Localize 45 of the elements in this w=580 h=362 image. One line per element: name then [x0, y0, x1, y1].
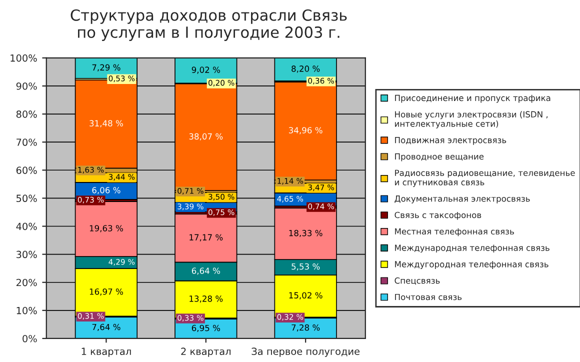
- data-label: 13,28 %: [190, 296, 223, 303]
- legend-label: Почтовая связь: [395, 294, 462, 300]
- x-tick-label: За первое полугодие: [252, 348, 360, 357]
- legend-label: Проводное вещание: [395, 153, 484, 162]
- y-tick-label: 40%: [16, 222, 37, 230]
- chart-title: Структура доходов отрасли Связь по услугам в I полугодие 2003 г.: [70, 9, 347, 41]
- y-tick-label: 90%: [16, 82, 37, 90]
- x-tick-label: 2 квартал: [181, 348, 231, 357]
- data-label: 7,29 %: [92, 64, 120, 72]
- y-tick-label: 20%: [16, 278, 37, 286]
- legend-label: Документальная электросвязь: [394, 196, 530, 204]
- data-label: 38,07 %: [189, 133, 223, 140]
- data-label: 8,20 %: [292, 66, 320, 73]
- y-tick-label: 10%: [16, 306, 37, 314]
- y-tick-label: 30%: [16, 250, 37, 258]
- legend-label: Новые услуги электросвязи (ISDN , интелектуальные сети): [395, 111, 548, 128]
- y-tick-label: 50%: [16, 194, 37, 202]
- legend-label: Подвижная электросвязь: [395, 137, 506, 145]
- data-label: 7,64 %: [92, 324, 120, 332]
- y-tick-label: 70%: [16, 138, 37, 146]
- legend-label: Присоединение и пропуск трафика: [395, 94, 550, 103]
- data-label: 5,53 %: [292, 263, 320, 271]
- data-label: 6,95 %: [192, 324, 220, 332]
- data-label: 34,96 %: [289, 127, 322, 134]
- y-tick-label: 60%: [16, 166, 37, 174]
- y-tick-label: 100%: [10, 54, 37, 62]
- data-label: 17,17 %: [190, 234, 223, 242]
- legend-label: Связь с таксофонов: [394, 212, 482, 220]
- y-tick-label: 80%: [16, 110, 37, 118]
- data-label: 15,02 %: [289, 292, 322, 300]
- data-label: 6,06 %: [92, 187, 120, 194]
- data-label: 16,97 %: [90, 288, 123, 296]
- legend-label: Радиосвязь радиовещание, телевиденье и спутниковая связь: [395, 170, 575, 187]
- data-label: 31,48 %: [90, 120, 123, 128]
- data-label: 19,63 %: [90, 225, 123, 232]
- legend-label: Местная телефонная связь: [395, 228, 514, 236]
- legend-label: Международная телефонная связь: [395, 244, 550, 253]
- data-label: 18,33 %: [289, 230, 322, 238]
- x-tick-label: 1 квартал: [82, 348, 131, 357]
- legend-label: Спецсвязь: [394, 277, 440, 285]
- data-label: 7,28 %: [292, 324, 320, 332]
- data-label: 9,02 %: [192, 66, 220, 74]
- y-tick-label: 0%: [22, 334, 37, 342]
- data-label: 6,64 %: [192, 268, 220, 275]
- legend-label: Междугородная телефонная связь: [395, 261, 548, 269]
